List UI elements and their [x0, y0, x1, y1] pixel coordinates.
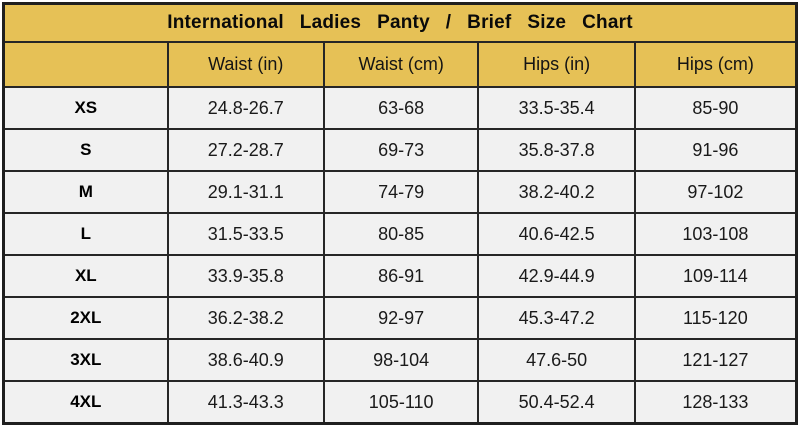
column-header-hips-cm: Hips (cm)	[633, 41, 798, 88]
title-row: International Ladies Panty / Brief Size …	[2, 2, 798, 43]
size-label: L	[2, 212, 169, 256]
table-row-xl: XL 33.9-35.8 86-91 42.9-44.9 109-114	[2, 254, 798, 298]
cell-hips-cm: 128-133	[633, 380, 798, 425]
cell-hips-cm: 121-127	[633, 338, 798, 382]
cell-hips-in: 42.9-44.9	[477, 254, 636, 298]
size-label: M	[2, 170, 169, 214]
cell-hips-in: 50.4-52.4	[477, 380, 636, 425]
cell-waist-in: 24.8-26.7	[166, 86, 325, 130]
cell-waist-in: 38.6-40.9	[166, 338, 325, 382]
cell-waist-cm: 86-91	[322, 254, 480, 298]
cell-waist-in: 27.2-28.7	[166, 128, 325, 172]
chart-title: International Ladies Panty / Brief Size …	[2, 2, 798, 43]
cell-waist-in: 36.2-38.2	[166, 296, 325, 340]
cell-waist-cm: 105-110	[322, 380, 480, 425]
cell-waist-cm: 74-79	[322, 170, 480, 214]
cell-waist-cm: 80-85	[322, 212, 480, 256]
cell-hips-in: 38.2-40.2	[477, 170, 636, 214]
column-header-size	[2, 41, 169, 88]
cell-waist-in: 41.3-43.3	[166, 380, 325, 425]
cell-hips-cm: 91-96	[633, 128, 798, 172]
table-row-2xl: 2XL 36.2-38.2 92-97 45.3-47.2 115-120	[2, 296, 798, 340]
table-row-m: M 29.1-31.1 74-79 38.2-40.2 97-102	[2, 170, 798, 214]
column-header-waist-cm: Waist (cm)	[322, 41, 480, 88]
size-label: XL	[2, 254, 169, 298]
table-row-s: S 27.2-28.7 69-73 35.8-37.8 91-96	[2, 128, 798, 172]
cell-hips-cm: 103-108	[633, 212, 798, 256]
cell-hips-in: 35.8-37.8	[477, 128, 636, 172]
cell-hips-in: 47.6-50	[477, 338, 636, 382]
cell-hips-cm: 97-102	[633, 170, 798, 214]
column-header-waist-in: Waist (in)	[166, 41, 325, 88]
cell-waist-in: 31.5-33.5	[166, 212, 325, 256]
cell-hips-in: 40.6-42.5	[477, 212, 636, 256]
cell-waist-cm: 63-68	[322, 86, 480, 130]
size-label: 4XL	[2, 380, 169, 425]
table-row-3xl: 3XL 38.6-40.9 98-104 47.6-50 121-127	[2, 338, 798, 382]
cell-waist-cm: 98-104	[322, 338, 480, 382]
cell-hips-in: 45.3-47.2	[477, 296, 636, 340]
table-row-l: L 31.5-33.5 80-85 40.6-42.5 103-108	[2, 212, 798, 256]
cell-waist-cm: 69-73	[322, 128, 480, 172]
size-label: S	[2, 128, 169, 172]
cell-hips-in: 33.5-35.4	[477, 86, 636, 130]
cell-hips-cm: 109-114	[633, 254, 798, 298]
cell-waist-in: 33.9-35.8	[166, 254, 325, 298]
size-label: 3XL	[2, 338, 169, 382]
column-header-hips-in: Hips (in)	[477, 41, 636, 88]
size-label: 2XL	[2, 296, 169, 340]
table-row-xs: XS 24.8-26.7 63-68 33.5-35.4 85-90	[2, 86, 798, 130]
cell-waist-cm: 92-97	[322, 296, 480, 340]
cell-waist-in: 29.1-31.1	[166, 170, 325, 214]
size-label: XS	[2, 86, 169, 130]
column-header-row: Waist (in) Waist (cm) Hips (in) Hips (cm…	[2, 41, 798, 88]
cell-hips-cm: 115-120	[633, 296, 798, 340]
table-row-4xl: 4XL 41.3-43.3 105-110 50.4-52.4 128-133	[2, 380, 798, 425]
cell-hips-cm: 85-90	[633, 86, 798, 130]
